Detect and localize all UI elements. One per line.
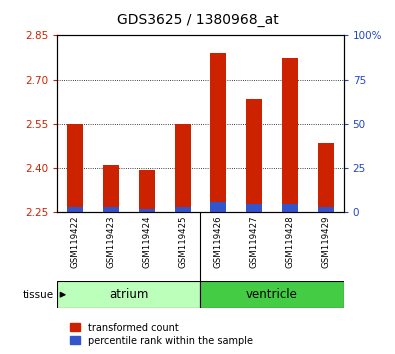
Bar bbox=[201, 281, 344, 308]
Text: atrium: atrium bbox=[109, 288, 149, 301]
Text: tissue: tissue bbox=[22, 290, 53, 300]
Bar bbox=[210, 202, 226, 212]
Bar bbox=[67, 207, 83, 212]
Text: GSM119426: GSM119426 bbox=[214, 215, 223, 268]
Text: GSM119424: GSM119424 bbox=[142, 215, 151, 268]
Text: GDS3625 / 1380968_at: GDS3625 / 1380968_at bbox=[117, 12, 278, 27]
Bar bbox=[139, 209, 155, 212]
Bar bbox=[139, 170, 155, 212]
Text: GSM119429: GSM119429 bbox=[321, 215, 330, 268]
Bar bbox=[175, 124, 191, 212]
Bar bbox=[282, 57, 298, 212]
Bar bbox=[103, 207, 119, 212]
Bar bbox=[318, 143, 334, 212]
Bar bbox=[67, 124, 83, 212]
Legend: transformed count, percentile rank within the sample: transformed count, percentile rank withi… bbox=[70, 323, 252, 346]
Bar bbox=[246, 204, 262, 212]
Text: GSM119427: GSM119427 bbox=[250, 215, 259, 268]
Bar bbox=[57, 281, 201, 308]
Bar bbox=[103, 165, 119, 212]
Bar bbox=[210, 53, 226, 212]
Text: GSM119425: GSM119425 bbox=[178, 215, 187, 268]
Bar bbox=[282, 204, 298, 212]
Bar bbox=[175, 207, 191, 212]
Text: GSM119428: GSM119428 bbox=[286, 215, 294, 268]
Bar bbox=[318, 207, 334, 212]
Text: ventricle: ventricle bbox=[246, 288, 298, 301]
Text: GSM119422: GSM119422 bbox=[71, 215, 80, 268]
Bar bbox=[246, 99, 262, 212]
Text: GSM119423: GSM119423 bbox=[107, 215, 115, 268]
